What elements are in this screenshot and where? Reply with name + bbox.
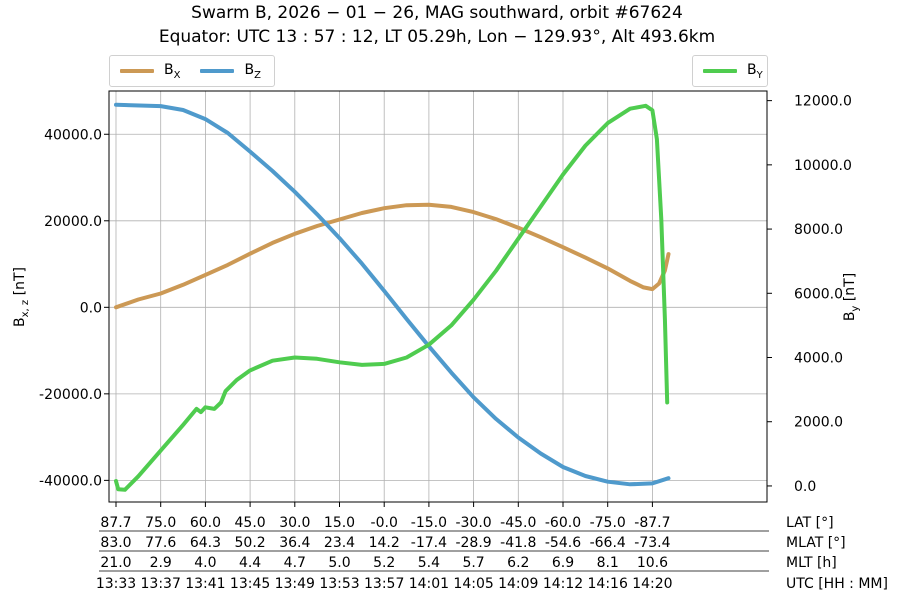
- y-left-tick-label-3: 20000.0: [44, 214, 102, 230]
- y-right-tick-label-5: 10000.0: [794, 158, 852, 174]
- x-utc-label-4: 13:49: [275, 576, 315, 592]
- legend-right: BY: [692, 55, 768, 87]
- y-left-tick-label-1: -20000.0: [39, 387, 102, 403]
- x-mlt-label-0: 21.0: [100, 555, 131, 571]
- x-utc-label-9: 14:09: [498, 576, 538, 592]
- legend-item-by: BY: [703, 61, 763, 81]
- x-row-title-utc: UTC [HH : MM]: [786, 576, 888, 592]
- x-mlat-label-9: -41.8: [500, 535, 536, 551]
- plot-frame: [108, 90, 768, 503]
- legend-label-bz: BZ: [244, 61, 261, 81]
- chart-title-line1: Swarm B, 2026 − 01 − 26, MAG southward, …: [191, 3, 683, 23]
- legend-swatch-bz: [200, 68, 235, 73]
- x-utc-label-7: 14:01: [409, 576, 449, 592]
- x-mlt-label-7: 5.4: [418, 555, 440, 571]
- x-lat-label-11: -75.0: [590, 515, 626, 531]
- x-mlt-label-1: 2.9: [150, 555, 172, 571]
- x-lat-label-10: -60.0: [545, 515, 581, 531]
- x-mlt-label-4: 4.7: [284, 555, 306, 571]
- x-mlat-label-2: 64.3: [190, 535, 221, 551]
- x-lat-label-7: -15.0: [411, 515, 447, 531]
- y-left-axis-title: Bx, z [nT]: [12, 267, 31, 327]
- series-line-bz: [114, 102, 671, 487]
- legend-item-bz: BZ: [200, 61, 261, 81]
- y-left-tick-label-4: 40000.0: [44, 127, 102, 143]
- x-mlat-label-7: -17.4: [411, 535, 447, 551]
- x-utc-label-11: 14:16: [588, 576, 628, 592]
- x-mlat-label-6: 14.2: [369, 535, 400, 551]
- x-utc-label-0: 13:33: [96, 576, 136, 592]
- x-mlat-label-11: -66.4: [590, 535, 626, 551]
- x-lat-label-3: 45.0: [235, 515, 266, 531]
- x-mlt-label-6: 5.2: [373, 555, 395, 571]
- x-mlat-label-5: 23.4: [324, 535, 355, 551]
- x-mlt-label-3: 4.4: [239, 555, 261, 571]
- x-row-title-lat: LAT [°]: [786, 515, 834, 531]
- x-mlt-label-12: 10.6: [637, 555, 668, 571]
- y-right-tick-label-6: 12000.0: [794, 94, 852, 110]
- x-lat-label-4: 30.0: [279, 515, 310, 531]
- x-lat-label-1: 75.0: [145, 515, 176, 531]
- x-utc-label-10: 14:12: [543, 576, 583, 592]
- x-mlat-label-4: 36.4: [279, 535, 310, 551]
- legend-item-bx: BX: [120, 61, 181, 81]
- x-row-title-mlat: MLAT [°]: [786, 535, 846, 551]
- x-lat-label-8: -30.0: [455, 515, 491, 531]
- x-row-title-mlt: MLT [h]: [786, 555, 837, 571]
- x-lat-label-9: -45.0: [500, 515, 536, 531]
- x-mlat-label-3: 50.2: [235, 535, 266, 551]
- x-lat-label-6: -0.0: [371, 515, 398, 531]
- x-mlat-label-12: -73.4: [634, 535, 670, 551]
- series-line-by: [114, 103, 670, 492]
- legend-label-by: BY: [747, 61, 763, 81]
- x-lat-label-2: 60.0: [190, 515, 221, 531]
- series-line-bx: [114, 202, 671, 310]
- x-utc-label-12: 14:20: [632, 576, 672, 592]
- y-right-tick-label-4: 8000.0: [794, 222, 843, 238]
- y-right-tick-label-3: 6000.0: [794, 286, 843, 302]
- legend-swatch-by: [703, 68, 737, 73]
- legend-label-bx: BX: [164, 61, 181, 81]
- x-utc-label-5: 13:53: [319, 576, 359, 592]
- x-mlt-label-8: 5.7: [462, 555, 484, 571]
- y-right-tick-label-1: 2000.0: [794, 415, 843, 431]
- x-mlt-label-9: 6.2: [507, 555, 529, 571]
- x-mlt-label-5: 5.0: [328, 555, 350, 571]
- legend-left: BX BZ: [109, 55, 275, 87]
- x-mlat-label-0: 83.0: [100, 535, 131, 551]
- x-mlat-label-10: -54.6: [545, 535, 581, 551]
- x-utc-label-2: 13:41: [185, 576, 225, 592]
- x-utc-label-1: 13:37: [141, 576, 181, 592]
- x-utc-label-8: 14:05: [453, 576, 493, 592]
- y-left-tick-label-2: 0.0: [80, 300, 102, 316]
- y-left-tick-label-0: -40000.0: [39, 473, 102, 489]
- legend-swatch-bx: [120, 68, 154, 73]
- y-right-tick-label-0: 0.0: [794, 479, 816, 495]
- x-lat-label-12: -87.7: [634, 515, 670, 531]
- x-lat-label-5: 15.0: [324, 515, 355, 531]
- x-utc-label-3: 13:45: [230, 576, 270, 592]
- x-mlt-label-2: 4.0: [194, 555, 216, 571]
- x-mlt-label-11: 8.1: [597, 555, 619, 571]
- x-lat-label-0: 87.7: [100, 515, 131, 531]
- x-mlt-label-10: 6.9: [552, 555, 574, 571]
- x-mlat-label-8: -28.9: [455, 535, 491, 551]
- y-right-axis-title: By [nT]: [842, 273, 861, 321]
- chart-title-line2: Equator: UTC 13 : 57 : 12, LT 05.29h, Lo…: [158, 27, 716, 47]
- x-utc-label-6: 13:57: [364, 576, 404, 592]
- x-mlat-label-1: 77.6: [145, 535, 176, 551]
- y-right-tick-label-2: 4000.0: [794, 351, 843, 367]
